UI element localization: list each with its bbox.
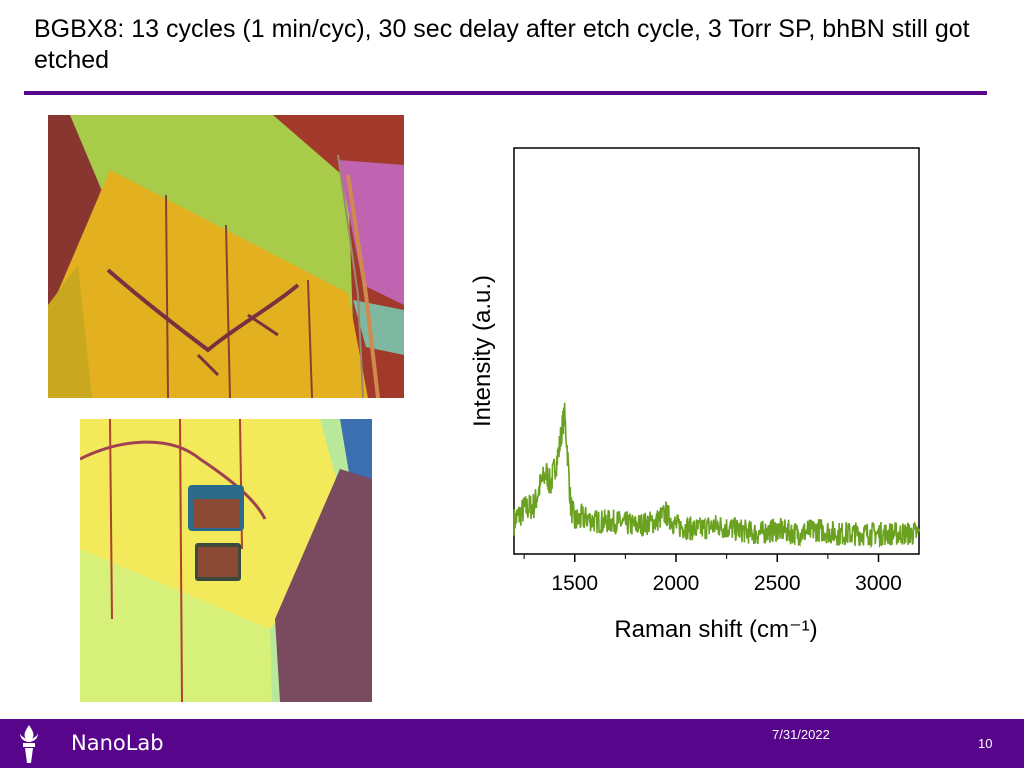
micrograph-before bbox=[48, 115, 404, 398]
y-axis-label: Intensity (a.u.) bbox=[469, 275, 496, 427]
slide-title: BGBX8: 13 cycles (1 min/cyc), 30 sec del… bbox=[34, 15, 970, 74]
plot-frame bbox=[513, 147, 920, 555]
footer-bar: NanoLab 7/31/2022 10 bbox=[0, 719, 1024, 768]
page-number: 10 bbox=[978, 736, 993, 751]
chart-background bbox=[463, 142, 928, 650]
micrograph-after bbox=[80, 419, 372, 702]
x-axis-label: Raman shift (cm⁻¹) bbox=[614, 616, 817, 643]
x-tick-labels: 1500 2000 2500 3000 bbox=[551, 572, 901, 595]
x-tick-label: 2000 bbox=[653, 572, 700, 595]
footer-date: 7/31/2022 bbox=[772, 727, 830, 742]
title-divider bbox=[24, 91, 987, 95]
x-tick-label: 3000 bbox=[855, 572, 902, 595]
torch-icon bbox=[20, 725, 38, 763]
x-tick-marks bbox=[523, 554, 880, 562]
x-tick-label: 2500 bbox=[754, 572, 801, 595]
raman-spectrum-chart: 1500 2000 2500 3000 Intensity (a.u.) Raman … bbox=[463, 142, 928, 650]
brand-name: NanoLab bbox=[71, 731, 164, 755]
spectrum-line bbox=[513, 402, 920, 549]
x-tick-label: 1500 bbox=[551, 572, 598, 595]
